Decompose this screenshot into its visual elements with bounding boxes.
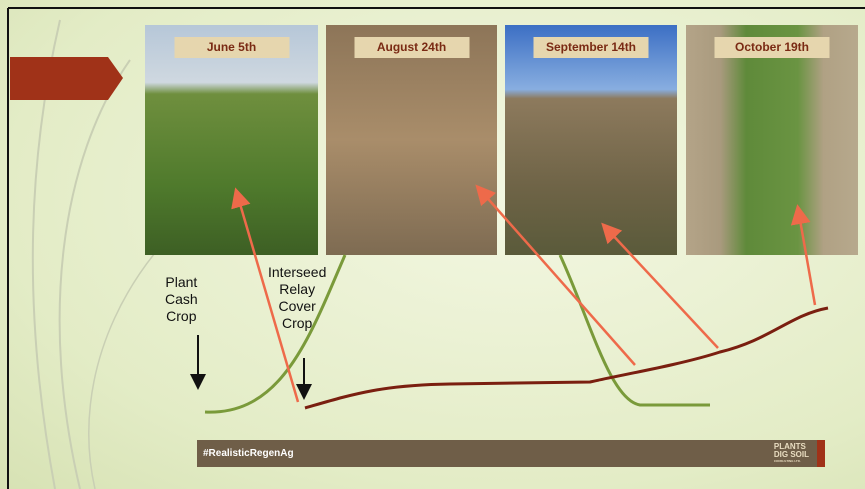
annotation: Interseed Relay Cover Crop [268, 264, 326, 332]
annotation-line: Relay [268, 281, 326, 298]
annotation-line: Crop [165, 308, 198, 325]
annotation-line: Interseed [268, 264, 326, 281]
annotation-line: Plant [165, 274, 198, 291]
slide: June 5th August 24th September 14th Octo… [0, 0, 865, 489]
footer: #RealisticRegenAg PLANTS DIG SOIL CONSUL… [197, 440, 817, 467]
logo: PLANTS DIG SOIL CONSULTING LTD. [774, 443, 809, 463]
curves [0, 0, 865, 489]
annotation-line: Cash [165, 291, 198, 308]
annotation-line: Crop [268, 315, 326, 332]
logo-line: DIG SOIL [774, 451, 809, 459]
logo-sub: CONSULTING LTD. [774, 459, 809, 463]
annotation-line: Cover [268, 298, 326, 315]
annotation: Plant Cash Crop [165, 274, 198, 325]
hashtag: #RealisticRegenAg [203, 448, 294, 459]
footer-accent [817, 440, 825, 467]
